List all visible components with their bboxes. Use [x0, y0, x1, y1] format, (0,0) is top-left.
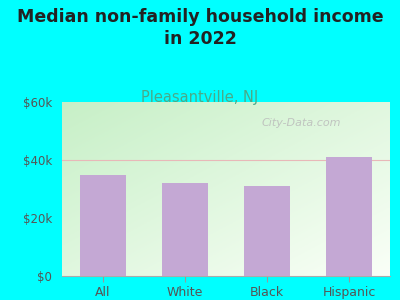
Bar: [326, 157, 372, 276]
Bar: [162, 183, 208, 276]
Text: City-Data.com: City-Data.com: [262, 118, 341, 128]
Bar: [80, 175, 126, 276]
Text: Pleasantville, NJ: Pleasantville, NJ: [141, 90, 259, 105]
Text: Median non-family household income
in 2022: Median non-family household income in 20…: [17, 8, 383, 48]
Bar: [244, 186, 290, 276]
